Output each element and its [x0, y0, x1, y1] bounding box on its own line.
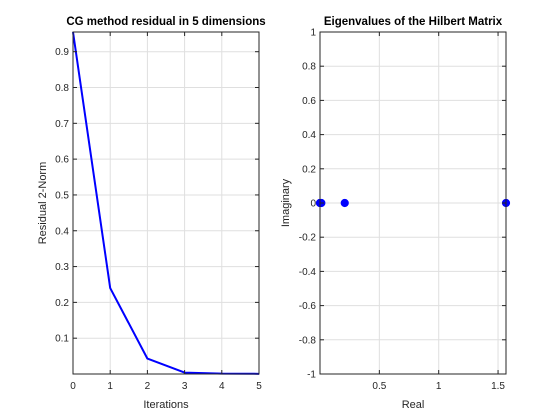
- eigenvalues-y-tick-label: 0.4: [302, 130, 316, 141]
- eigenvalues-y-tick-label: 0.8: [302, 62, 316, 73]
- residual-axes: 0 1 2 3 4 5 0.1 0.2 0.3 0.4 0.5 0.6 0.7 0.8 0.9 CG met…: [37, 16, 266, 411]
- eigenvalues-y-tick-label: 0.2: [302, 164, 316, 175]
- residual-x-tick-label: 3: [182, 381, 188, 392]
- eigenvalues-y-tick-label: -0.8: [299, 335, 317, 346]
- residual-axes-frame: [72, 31, 260, 375]
- eigenvalues-x-tick-label: 0.5: [372, 381, 386, 392]
- residual-x-axis-label: Iterations: [143, 399, 189, 411]
- eigenvalues-data-point: [340, 198, 349, 208]
- residual-y-tick-label: 0.8: [55, 83, 69, 94]
- eigenvalues-x-tick-label: 1: [436, 381, 442, 392]
- eigenvalues-chart-title: Eigenvalues of the Hilbert Matrix: [324, 16, 503, 28]
- residual-x-tick-label: 1: [107, 381, 113, 392]
- residual-y-tick-label: 0.9: [55, 47, 69, 58]
- residual-plot-area: [73, 32, 259, 374]
- residual-y-tick-label: 0.2: [55, 298, 69, 309]
- eigenvalues-y-tick-label: 0: [310, 199, 316, 210]
- eigenvalues-y-axis-label: Imaginary: [280, 178, 292, 227]
- eigenvalues-x-tick-label: 1.5: [491, 381, 505, 392]
- residual-y-tick-label: 0.5: [55, 190, 69, 201]
- eigenvalues-y-tick-label: -0.4: [299, 267, 317, 278]
- eigenvalues-y-tick-label: -0.2: [299, 233, 317, 244]
- residual-x-tick-label: 0: [70, 381, 76, 392]
- residual-ticks: 0 1 2 3 4 5 0.1 0.2 0.3 0.4 0.5 0.6 0.7 0.8 0.9: [55, 32, 262, 392]
- eigenvalues-y-tick-label: -0.6: [299, 301, 317, 312]
- eigenvalues-y-tick-label: -1: [307, 370, 316, 381]
- residual-x-tick-label: 2: [145, 381, 151, 392]
- residual-y-tick-label: 0.4: [55, 226, 69, 237]
- residual-x-tick-label: 4: [219, 381, 225, 392]
- residual-chart-title: CG method residual in 5 dimensions: [66, 16, 265, 28]
- residual-y-axis-label: Residual 2-Norm: [37, 162, 49, 245]
- eigenvalues-y-tick-label: 0.6: [302, 96, 316, 107]
- residual-y-tick-label: 0.7: [55, 119, 69, 130]
- eigenvalues-axes: 0.5 1 1.5-1-0.8-0.6-0.4-0.200.20.40.60.81 …: [280, 16, 511, 411]
- residual-y-tick-label: 0.1: [55, 334, 69, 345]
- residual-y-tick-label: 0.6: [55, 155, 69, 166]
- residual-y-tick-label: 0.3: [55, 262, 69, 273]
- eigenvalues-ticks: 0.5 1 1.5 -1 -0.8 -0.6 -0.4 -0.2 0 0.2 0.4 0.6 0.8 1: [299, 28, 506, 392]
- eigenvalues-x-axis-label: Real: [402, 399, 425, 411]
- residual-x-tick-label: 5: [256, 381, 262, 392]
- eigenvalues-y-tick-label: 1: [310, 28, 316, 39]
